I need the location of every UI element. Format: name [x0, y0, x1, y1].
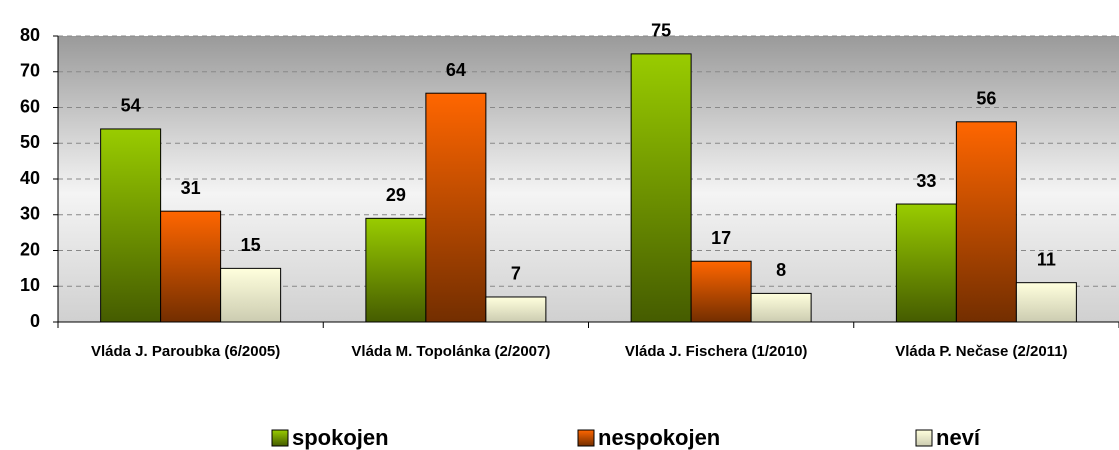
y-tick-label: 30: [20, 204, 40, 224]
legend-label: spokojen: [292, 425, 389, 450]
x-tick-label: Vláda M. Topolánka (2/2007): [351, 343, 551, 360]
data-label: 54: [121, 96, 141, 116]
y-tick-label: 80: [20, 25, 40, 45]
data-label: 56: [976, 89, 996, 109]
legend-swatch: [577, 429, 595, 447]
bar: [425, 92, 487, 323]
bar: [160, 210, 222, 323]
data-label: 7: [511, 264, 521, 284]
data-label: 75: [651, 21, 671, 41]
x-tick-label: Vláda J. Fischera (1/2010): [624, 343, 808, 360]
legend-swatch: [271, 429, 289, 447]
legend-label: nespokojen: [598, 425, 720, 450]
bar: [955, 121, 1017, 323]
y-tick-label: 50: [20, 132, 40, 152]
bar: [895, 203, 957, 323]
x-tick-label: Vláda J. Paroubka (6/2005): [90, 343, 281, 360]
bar: [1015, 282, 1077, 323]
y-tick-label: 60: [20, 96, 40, 116]
x-tick-label: Vláda P. Nečase (2/2011): [895, 343, 1068, 360]
data-label: 15: [241, 235, 261, 255]
y-tick-label: 20: [20, 239, 40, 259]
legend-swatch: [915, 429, 933, 447]
bar: [365, 217, 427, 323]
legend-label: neví: [936, 425, 981, 450]
data-label: 31: [181, 178, 201, 198]
bar: [750, 292, 812, 323]
bar: [690, 260, 752, 323]
data-label: 11: [1037, 249, 1056, 269]
data-label: 8: [776, 260, 786, 280]
bar: [100, 128, 162, 323]
y-tick-label: 10: [20, 275, 40, 295]
data-label: 33: [916, 171, 936, 191]
data-label: 29: [386, 185, 406, 205]
bar: [220, 267, 282, 323]
data-label: 64: [446, 60, 466, 80]
bar: [485, 296, 547, 323]
y-tick-label: 0: [30, 311, 40, 331]
y-tick-label: 70: [20, 61, 40, 81]
data-label: 17: [711, 228, 731, 248]
bar: [630, 53, 692, 323]
y-tick-label: 40: [20, 168, 40, 188]
